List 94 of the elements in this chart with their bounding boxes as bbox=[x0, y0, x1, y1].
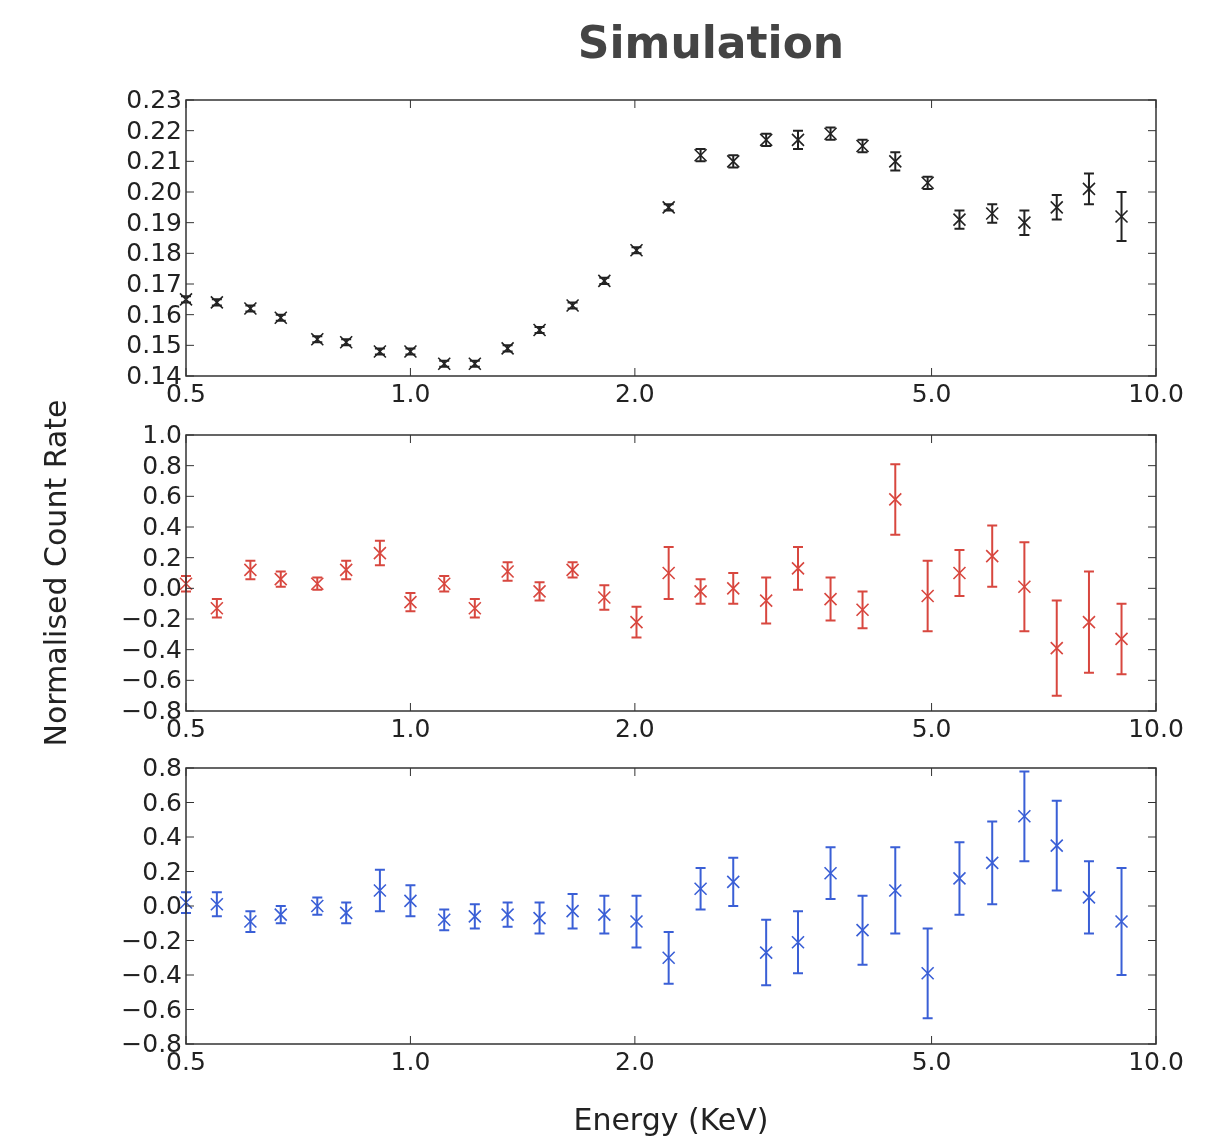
point bbox=[726, 875, 741, 889]
point bbox=[693, 881, 708, 896]
point bbox=[243, 563, 258, 577]
x-axis-title: Energy (KeV) bbox=[573, 1102, 769, 1136]
x-tick-label: 2.0 bbox=[614, 1047, 655, 1076]
point bbox=[855, 603, 870, 617]
point bbox=[888, 492, 903, 507]
point bbox=[823, 866, 838, 881]
y-tick-label: 0.4 bbox=[142, 822, 182, 851]
y-tick-label: −0.6 bbox=[121, 665, 182, 695]
point bbox=[855, 923, 870, 937]
point bbox=[791, 561, 805, 576]
x-tick-label: 10.0 bbox=[1128, 379, 1184, 408]
point bbox=[791, 133, 805, 147]
point bbox=[759, 945, 773, 960]
point bbox=[693, 584, 708, 599]
y-tick-label: −0.4 bbox=[121, 634, 182, 664]
point bbox=[629, 914, 644, 929]
point bbox=[985, 549, 1000, 563]
x-tick-label: 5.0 bbox=[911, 714, 952, 743]
y-axis-title: Normalised Count Rate bbox=[38, 399, 73, 747]
point bbox=[1017, 215, 1032, 230]
y-tick-label: −0.4 bbox=[121, 960, 182, 989]
y-tick-label: 0.16 bbox=[126, 299, 182, 329]
point bbox=[565, 904, 580, 918]
point bbox=[403, 595, 418, 609]
y-tick-label: 0.15 bbox=[126, 330, 182, 360]
point bbox=[629, 615, 644, 629]
point bbox=[726, 581, 741, 596]
y-tick-label: −0.2 bbox=[121, 925, 182, 955]
point bbox=[500, 907, 515, 922]
point bbox=[468, 909, 482, 924]
x-tick-label: 1.0 bbox=[390, 379, 431, 408]
point bbox=[437, 913, 452, 927]
y-tick-label: 0.8 bbox=[142, 753, 182, 782]
point bbox=[985, 856, 1000, 870]
point bbox=[759, 593, 773, 608]
y-tick-label: 0.19 bbox=[126, 207, 182, 237]
point bbox=[1049, 200, 1064, 215]
y-tick-label: 0.0 bbox=[142, 891, 182, 920]
point bbox=[952, 871, 967, 886]
x-tick-label: 10.0 bbox=[1128, 1047, 1184, 1076]
x-tick-label: 5.0 bbox=[911, 1047, 952, 1076]
point bbox=[597, 907, 612, 922]
point bbox=[532, 911, 547, 925]
point bbox=[920, 589, 935, 603]
y-tick-label: 1.0 bbox=[142, 420, 182, 449]
y-tick-label: −0.2 bbox=[121, 604, 182, 633]
point bbox=[1017, 580, 1032, 594]
x-tick-label: 1.0 bbox=[390, 714, 431, 743]
point bbox=[1082, 615, 1096, 629]
point bbox=[1114, 209, 1129, 224]
y-tick-label: 0.22 bbox=[126, 115, 182, 145]
point bbox=[1017, 809, 1032, 824]
x-tick-label: 2.0 bbox=[614, 714, 655, 743]
point bbox=[920, 966, 935, 981]
y-tick-label: 0.8 bbox=[142, 450, 182, 480]
point bbox=[791, 935, 805, 950]
point bbox=[1049, 838, 1064, 853]
point bbox=[1049, 641, 1064, 655]
y-tick-label: 0.2 bbox=[142, 542, 182, 572]
point bbox=[1114, 632, 1129, 646]
point bbox=[952, 566, 967, 580]
point bbox=[1082, 182, 1096, 196]
point bbox=[210, 897, 224, 912]
x-tick-label: 5.0 bbox=[911, 379, 952, 408]
x-tick-label: 2.0 bbox=[614, 379, 655, 408]
point bbox=[1082, 890, 1096, 905]
point bbox=[373, 883, 387, 898]
point bbox=[403, 894, 418, 908]
y-tick-label: 0.18 bbox=[126, 238, 182, 268]
y-tick-label: 0.6 bbox=[142, 481, 182, 511]
y-tick-label: 0.21 bbox=[126, 146, 182, 176]
point bbox=[339, 906, 353, 920]
y-tick-label: −0.6 bbox=[121, 994, 182, 1024]
y-tick-label: 0.17 bbox=[126, 269, 182, 298]
y-tick-label: 0.6 bbox=[142, 787, 182, 817]
x-tick-label: 10.0 bbox=[1128, 714, 1184, 743]
y-tick-label: 0.0 bbox=[142, 573, 182, 603]
point bbox=[339, 563, 353, 577]
y-tick-label: 0.2 bbox=[142, 856, 182, 886]
point bbox=[373, 546, 387, 560]
y-tick-label: 0.20 bbox=[126, 177, 182, 206]
point bbox=[661, 566, 676, 580]
point bbox=[823, 592, 838, 606]
y-tick-label: 0.23 bbox=[126, 85, 182, 114]
point bbox=[597, 590, 612, 605]
y-tick-label: 0.4 bbox=[142, 512, 182, 541]
point bbox=[1114, 914, 1129, 929]
point bbox=[888, 883, 903, 898]
chart-title: Simulation bbox=[577, 17, 845, 68]
x-tick-label: 1.0 bbox=[390, 1047, 431, 1076]
point bbox=[243, 914, 258, 929]
point bbox=[661, 950, 676, 965]
